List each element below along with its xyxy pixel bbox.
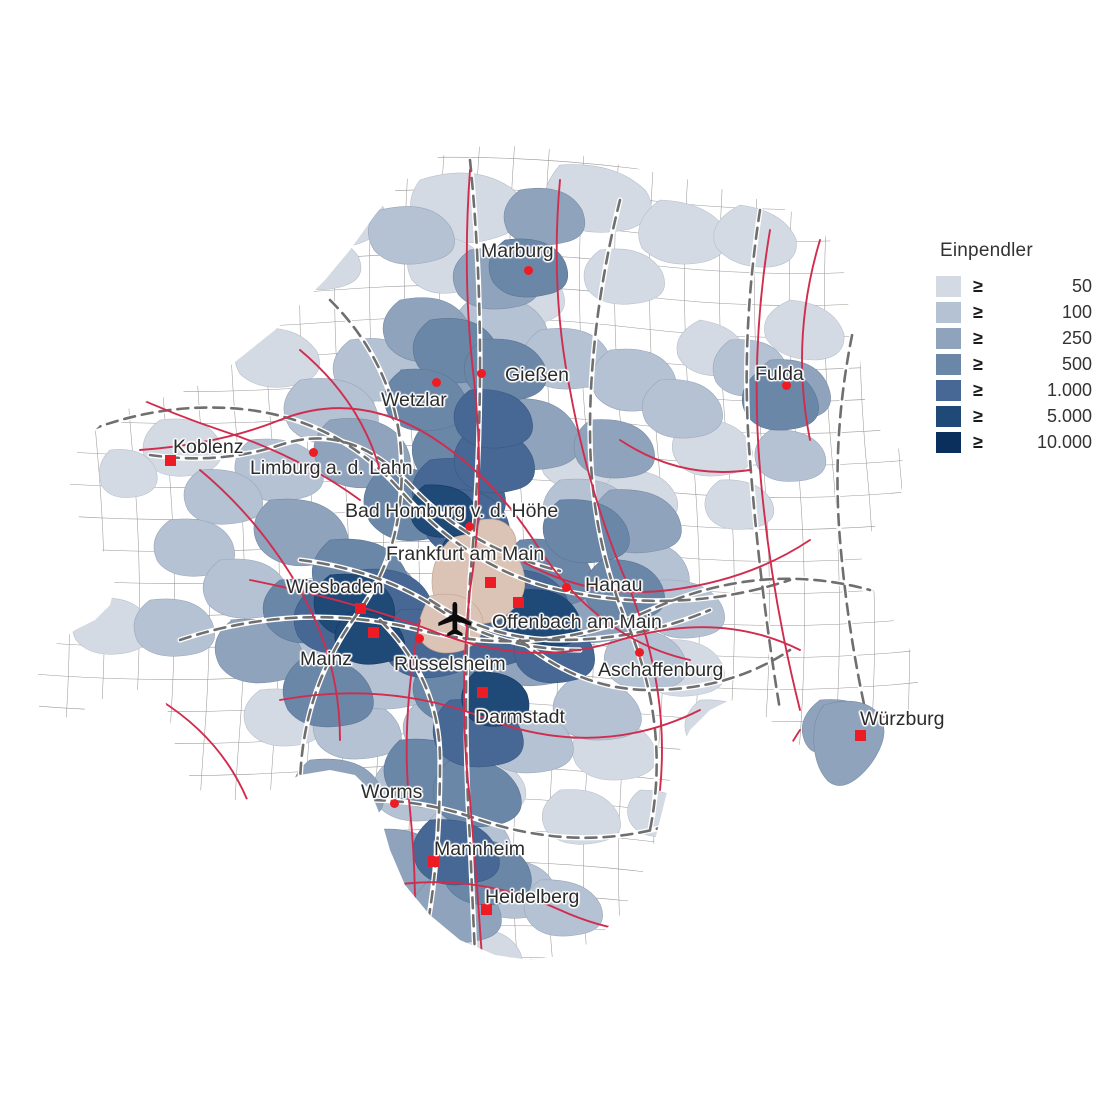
legend-swatch-10000 [936,431,961,453]
legend-ge-symbol: ≥ [973,379,983,400]
legend-swatch-100 [936,301,961,323]
legend-value-5000: 5.000 [1046,405,1092,426]
legend-value-10000: 10.000 [1036,431,1092,452]
legend-row-250: ≥ 250 [936,325,1096,351]
city-marker-marburg [524,266,533,275]
legend-row-500: ≥ 500 [936,351,1096,377]
city-marker-frankfurt [485,577,496,588]
city-marker-giessen [477,369,486,378]
legend-row-10000: ≥ 10.000 [936,429,1096,455]
legend-ge-symbol: ≥ [973,301,983,322]
legend-value-500: 500 [1061,353,1092,374]
legend-row-100: ≥ 100 [936,299,1096,325]
legend-value-100: 100 [1061,301,1092,322]
wuerzburg-patch [813,700,885,786]
city-marker-limburg [309,448,318,457]
city-marker-aschaffenburg [635,648,644,657]
city-marker-fulda [782,381,791,390]
legend-ge-symbol: ≥ [973,431,983,452]
legend-row-50: ≥ 50 [936,273,1096,299]
city-marker-wuerzburg [855,730,866,741]
city-marker-offenbach [513,597,524,608]
legend-value-1000: 1.000 [1046,379,1092,400]
city-marker-mainz [368,627,379,638]
airplane-icon [438,601,472,637]
legend-swatch-250 [936,327,961,349]
legend: Einpendler ≥ 50 ≥ 100 ≥ 250 ≥ 500 ≥ 1.00… [936,240,1096,455]
legend-title: Einpendler [940,240,1033,261]
legend-ge-symbol: ≥ [973,327,983,348]
legend-swatch-5000 [936,405,961,427]
city-marker-hanau [562,583,571,592]
legend-value-250: 250 [1061,327,1092,348]
city-marker-ruesselsheim [415,634,424,643]
legend-swatch-1000 [936,379,961,401]
city-marker-worms [390,799,399,808]
city-marker-darmstadt [477,687,488,698]
legend-swatch-50 [936,275,961,297]
city-marker-wetzlar [432,378,441,387]
legend-ge-symbol: ≥ [973,405,983,426]
legend-ge-symbol: ≥ [973,275,983,296]
city-marker-bad-homburg [465,522,474,531]
legend-value-50: 50 [1071,275,1092,296]
city-marker-mannheim [428,856,439,867]
legend-row-1000: ≥ 1.000 [936,377,1096,403]
city-marker-koblenz [165,455,176,466]
city-marker-wiesbaden [355,603,366,614]
legend-swatch-500 [936,353,961,375]
city-marker-heidelberg [481,904,492,915]
legend-row-5000: ≥ 5.000 [936,403,1096,429]
legend-ge-symbol: ≥ [973,353,983,374]
